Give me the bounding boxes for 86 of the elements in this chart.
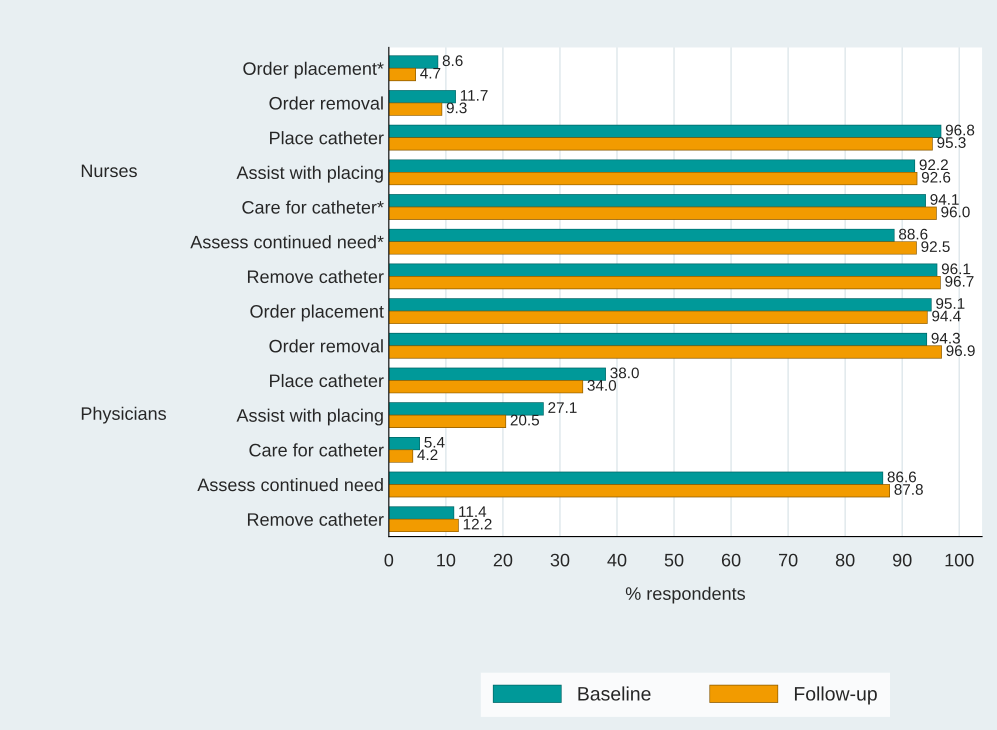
data-label: 11.7 [460,90,488,101]
y-tick-label: Order placement* [243,62,384,79]
x-tick-label: 100 [946,554,974,566]
data-label: 88.6 [899,228,928,240]
y-tick-label: Assist with placing [236,408,383,426]
x-tick-label: 0 [384,554,394,566]
y-tick-label: Care for catheter [249,443,384,457]
data-label: 5.4 [424,437,445,448]
y-tick-label: Order placement [250,304,384,322]
data-label: 94.3 [932,332,960,344]
x-axis-title: % respondents [626,586,746,604]
data-label: 12.2 [464,518,492,530]
bar [388,55,438,69]
bar [388,402,544,416]
data-label: 92.6 [922,172,950,183]
x-tick-label: 20 [494,554,512,566]
data-label: 96.1 [942,263,970,274]
bar [388,298,932,312]
bar [388,264,938,277]
legend-label: Baseline [578,686,651,701]
bar [388,484,890,498]
y-tick-label: Assist with placing [236,166,383,183]
y-tick-label: Remove catheter [248,270,384,284]
bar [388,368,606,381]
bar [388,332,928,346]
bar [388,206,937,220]
bar [388,90,456,104]
x-tick-label: 80 [836,554,854,566]
y-tick-label: Assess continued need [197,478,383,492]
text: Nurses [82,164,137,178]
bar [388,228,895,242]
data-label: 95.3 [937,137,966,148]
bar [388,436,420,450]
data-label: 9.3 [446,102,467,114]
x-tick-label: 70 [778,554,798,566]
text: Physicians [82,406,166,424]
y-tick-label: Place catheter [270,374,384,388]
bar [388,380,584,394]
data-label: 27.1 [548,402,577,413]
data-label: 96.9 [946,345,975,356]
bar [388,472,884,485]
bar [388,102,442,116]
y-tick-label: Remove catheter [248,512,384,526]
x-tick-label: 40 [607,554,626,566]
bar [388,449,414,463]
bar [388,241,917,255]
bar [388,194,926,208]
x-tick-label: 10 [437,554,456,566]
data-label: 20.5 [510,414,540,426]
data-label: 92.5 [921,241,950,252]
data-label: 38.0 [610,367,639,378]
bar [388,506,454,520]
y-tick-label: Place catheter [270,131,384,144]
data-label: 92.2 [920,159,948,170]
data-label: 94.4 [932,310,961,322]
bar [388,172,918,186]
x-tick-label: 50 [664,554,684,566]
bar [388,345,942,359]
bar [388,414,506,428]
y-tick-label: Assess continued need* [190,235,384,248]
data-label: 96.8 [946,124,974,136]
data-label: 95.1 [936,298,964,309]
data-label: 4.2 [417,449,438,460]
bar [388,137,933,150]
legend-label: Follow-up [794,686,877,704]
data-label: 87.8 [894,484,923,495]
x-tick-label: 90 [892,554,912,566]
data-label: 11.4 [459,506,486,517]
bar [388,124,942,138]
bar [388,310,928,324]
y-tick-label: Order removal [269,96,383,110]
data-label: 86.6 [888,472,916,482]
x-tick-label: 30 [550,554,570,566]
x-tick-label: 60 [722,554,740,566]
bar [388,276,941,290]
data-label: 8.6 [442,55,463,66]
data-label: 96.7 [945,276,974,287]
bar [388,159,916,173]
data-label: 34.0 [588,380,616,391]
data-label: 4.7 [420,68,440,78]
data-label: 96.0 [941,206,970,218]
data-label: 94.1 [930,194,959,205]
y-tick-label: Care for catheter* [242,200,384,214]
bar [388,518,459,532]
y-tick-label: Order removal [269,339,383,352]
bar [388,68,416,82]
